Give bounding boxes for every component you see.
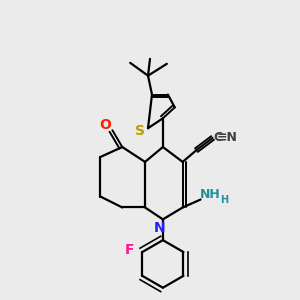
Text: S: S bbox=[135, 124, 145, 138]
Text: O: O bbox=[100, 118, 111, 132]
Text: NH: NH bbox=[200, 188, 221, 201]
Text: ≡N: ≡N bbox=[217, 130, 238, 144]
Text: C: C bbox=[214, 130, 223, 144]
Text: N: N bbox=[154, 221, 166, 235]
Text: H: H bbox=[220, 194, 228, 205]
Text: F: F bbox=[125, 243, 134, 257]
